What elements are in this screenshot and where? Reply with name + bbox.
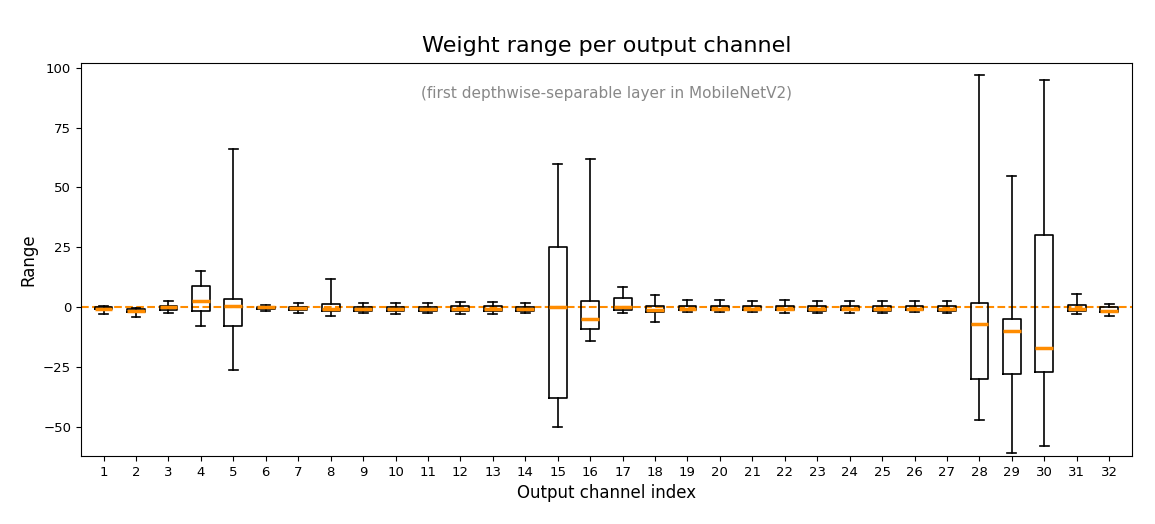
Y-axis label: Range: Range <box>20 233 37 286</box>
Title: Weight range per output channel: Weight range per output channel <box>422 36 791 56</box>
Text: (first depthwise-separable layer in MobileNetV2): (first depthwise-separable layer in Mobi… <box>420 86 792 102</box>
X-axis label: Output channel index: Output channel index <box>516 484 696 502</box>
